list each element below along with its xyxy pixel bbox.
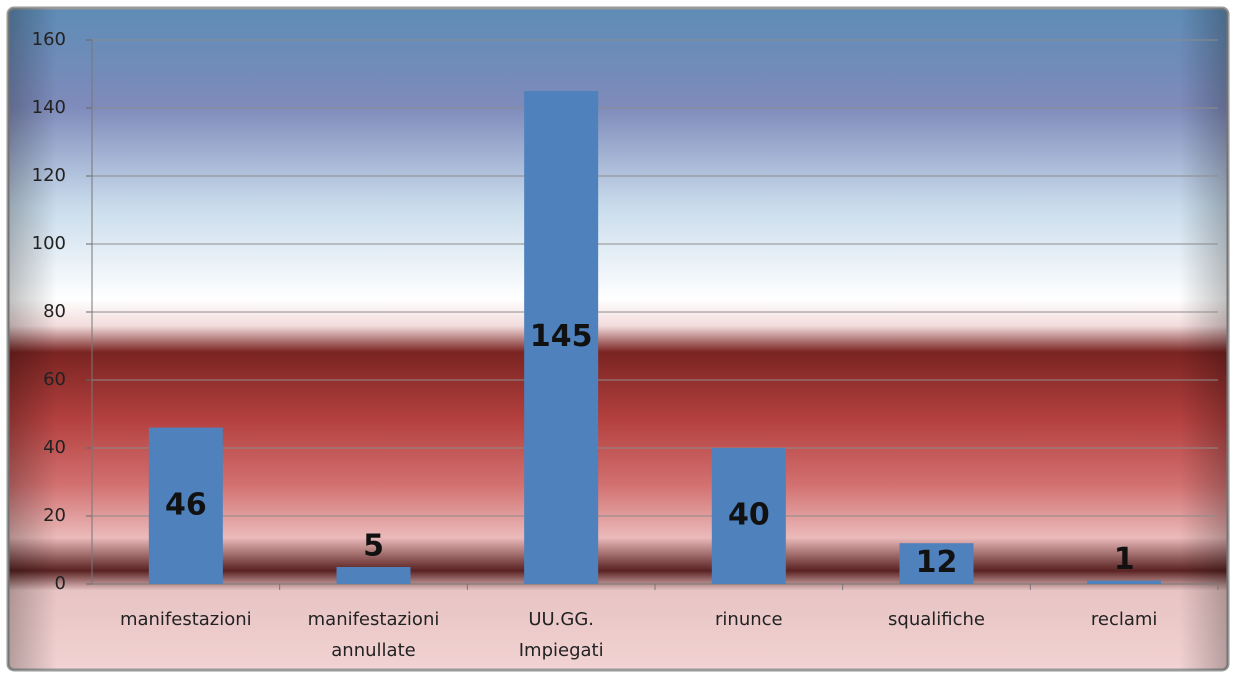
y-tick-label: 100 [32,233,66,254]
y-tick-label: 20 [43,505,66,526]
bar [148,427,223,584]
bar [524,91,599,584]
x-tick-label: UU.GG. Impiegati [519,609,604,661]
data-label: 145 [530,319,593,354]
data-label: 1 [1114,542,1135,577]
y-tick-label: 160 [32,29,66,50]
y-tick-label: 60 [43,369,66,390]
y-tick-label: 80 [43,301,66,322]
y-tick-label: 40 [43,437,66,458]
x-tick-label: manifestazioni annullate [308,609,440,661]
bar [1087,580,1162,584]
x-tick-label: manifestazioni [120,609,252,630]
chart-shading [8,8,1228,670]
bar [711,448,786,584]
bar [336,567,411,584]
bar [899,543,974,584]
x-tick-label: rinunce [715,609,783,630]
data-label: 46 [165,487,207,522]
y-tick-label: 0 [55,573,66,594]
data-label: 5 [363,529,384,564]
y-tick-label: 120 [32,165,66,186]
x-tick-label: reclami [1091,609,1158,630]
data-label: 40 [728,498,770,533]
y-tick-label: 140 [32,97,66,118]
x-tick-label: squalifiche [888,609,985,630]
data-label: 12 [916,545,958,580]
